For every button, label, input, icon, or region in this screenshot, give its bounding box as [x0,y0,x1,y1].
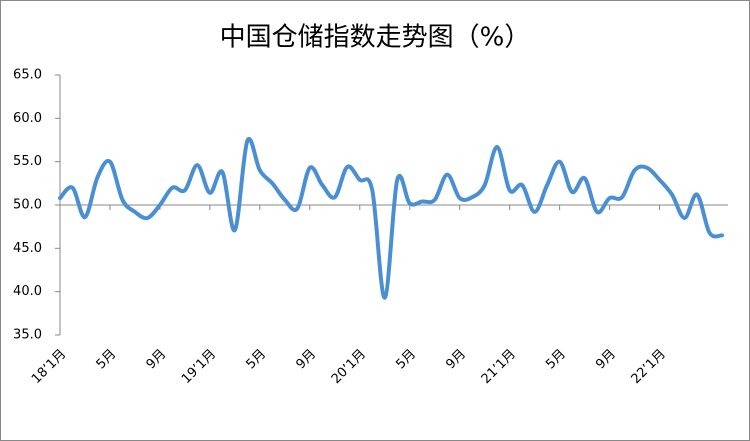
y-tick-label: 55.0 [13,154,42,169]
y-tick-label: 60.0 [13,111,42,126]
y-tick-label: 35.0 [13,328,42,343]
data-line [58,136,724,300]
y-tick-label: 65.0 [13,68,42,83]
chart-title: 中国仓储指数走势图（%） [220,23,531,53]
y-tick-label: 45.0 [13,241,42,256]
y-tick-label: 50.0 [13,198,42,213]
y-tick-label: 40.0 [13,284,42,299]
